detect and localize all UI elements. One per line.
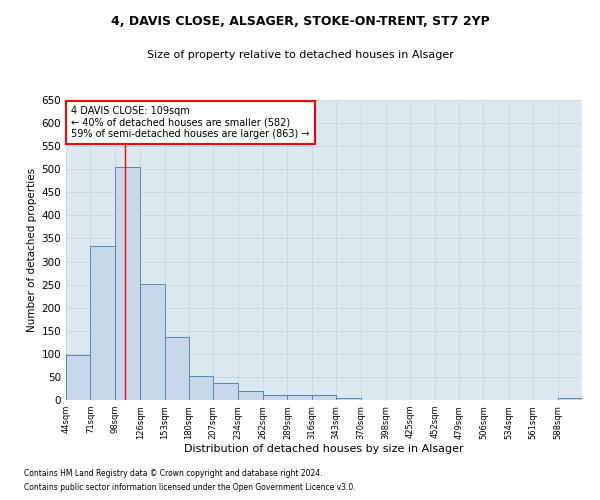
Bar (557, 398, 582, 400)
Bar (91, 246, 115, 400)
Bar (238, 391, 263, 400)
Bar (66, 355, 91, 400)
Text: Size of property relative to detached houses in Alsager: Size of property relative to detached ho… (146, 50, 454, 60)
Bar (164, 337, 189, 400)
Bar (287, 396, 312, 400)
Bar (312, 396, 336, 400)
Bar (263, 396, 287, 400)
Bar (336, 398, 361, 400)
Bar (213, 384, 238, 400)
Bar (140, 284, 164, 400)
Bar (115, 167, 140, 400)
Text: Contains HM Land Registry data © Crown copyright and database right 2024.: Contains HM Land Registry data © Crown c… (24, 468, 323, 477)
X-axis label: Distribution of detached houses by size in Alsager: Distribution of detached houses by size … (184, 444, 464, 454)
Text: 4 DAVIS CLOSE: 109sqm
← 40% of detached houses are smaller (582)
59% of semi-det: 4 DAVIS CLOSE: 109sqm ← 40% of detached … (71, 106, 310, 139)
Y-axis label: Number of detached properties: Number of detached properties (27, 168, 37, 332)
Text: 4, DAVIS CLOSE, ALSAGER, STOKE-ON-TRENT, ST7 2YP: 4, DAVIS CLOSE, ALSAGER, STOKE-ON-TRENT,… (110, 15, 490, 28)
Text: Contains public sector information licensed under the Open Government Licence v3: Contains public sector information licen… (24, 484, 356, 492)
Bar (189, 376, 213, 400)
